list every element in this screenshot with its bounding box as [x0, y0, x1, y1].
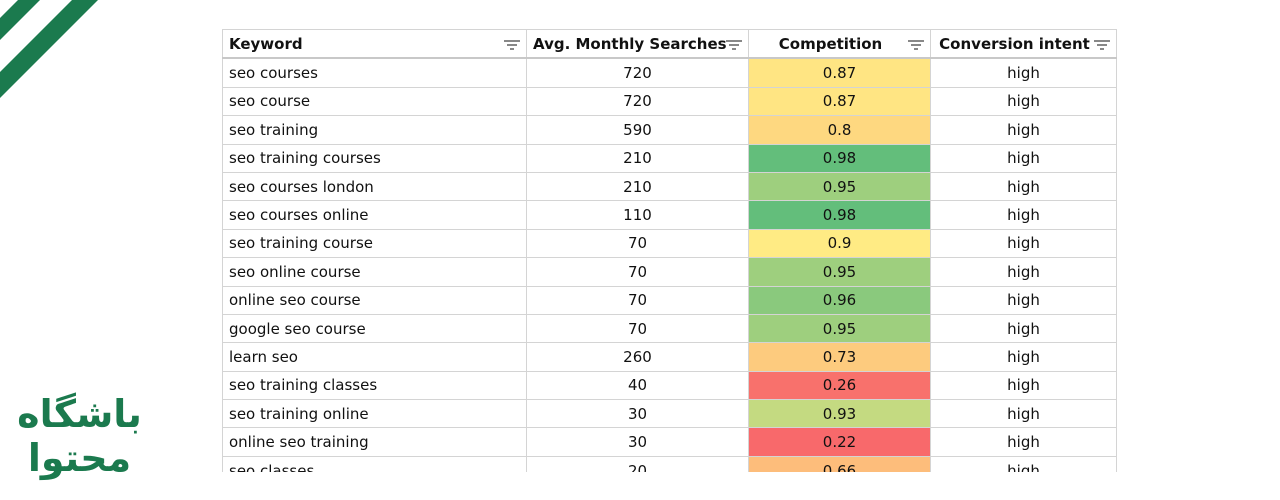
filter-icon[interactable]	[726, 39, 742, 51]
keyword-cell: google seo course	[222, 313, 527, 344]
header-text: Keyword	[229, 34, 303, 53]
keyword-cell: seo course	[222, 86, 527, 117]
searches-cell: 20	[526, 455, 749, 472]
table-row: google seo course 70 0.95 high	[222, 313, 1117, 344]
keyword-cell: seo courses online	[222, 200, 527, 230]
keyword-cell: online seo course	[222, 285, 527, 315]
searches-cell: 210	[526, 143, 749, 173]
competition-cell: 0.26	[748, 370, 931, 401]
keyword-cell: seo training courses	[222, 143, 527, 173]
header-text: Competition	[778, 34, 883, 53]
competition-cell: 0.9	[748, 228, 931, 259]
logo-line: محتوا	[27, 436, 132, 480]
competition-cell: 0.22	[748, 427, 931, 457]
searches-cell: 70	[526, 257, 749, 287]
competition-cell: 0.96	[748, 285, 931, 315]
searches-cell: 40	[526, 370, 749, 401]
competition-cell: 0.95	[748, 313, 931, 344]
filter-icon[interactable]	[908, 39, 924, 51]
table-row: seo classes 20 0.66 high	[222, 455, 1117, 472]
intent-cell: high	[930, 228, 1117, 259]
column-header: Keyword	[222, 29, 527, 60]
competition-cell: 0.73	[748, 342, 931, 372]
keyword-cell: learn seo	[222, 342, 527, 372]
table-row: learn seo 260 0.73 high	[222, 342, 1117, 372]
header-row: Keyword Avg. Monthly Searches Competition C…	[222, 29, 1117, 60]
intent-cell: high	[930, 171, 1117, 202]
intent-cell: high	[930, 399, 1117, 429]
table-row: seo courses london 210 0.95 high	[222, 171, 1117, 202]
keyword-table: Keyword Avg. Monthly Searches Competition C…	[222, 29, 1117, 472]
intent-cell: high	[930, 285, 1117, 315]
keyword-cell: seo online course	[222, 257, 527, 287]
keyword-cell: seo training classes	[222, 370, 527, 401]
corner-stripes	[0, 0, 98, 98]
searches-cell: 30	[526, 399, 749, 429]
competition-cell: 0.87	[748, 57, 931, 88]
keyword-cell: seo courses	[222, 57, 527, 88]
intent-cell: high	[930, 370, 1117, 401]
searches-cell: 590	[526, 115, 749, 145]
filter-icon[interactable]	[504, 39, 520, 51]
searches-cell: 70	[526, 228, 749, 259]
intent-cell: high	[930, 57, 1117, 88]
searches-cell: 30	[526, 427, 749, 457]
searches-cell: 70	[526, 313, 749, 344]
table-row: seo training classes 40 0.26 high	[222, 370, 1117, 401]
competition-cell: 0.95	[748, 171, 931, 202]
keyword-cell: seo training course	[222, 228, 527, 259]
competition-cell: 0.98	[748, 143, 931, 173]
searches-cell: 70	[526, 285, 749, 315]
intent-cell: high	[930, 200, 1117, 230]
table-row: seo training 590 0.8 high	[222, 115, 1117, 145]
intent-cell: high	[930, 143, 1117, 173]
keyword-cell: seo training online	[222, 399, 527, 429]
column-header: Competition	[748, 29, 931, 60]
intent-cell: high	[930, 86, 1117, 117]
competition-cell: 0.66	[748, 455, 931, 472]
table-row: seo course 720 0.87 high	[222, 86, 1117, 117]
table-row: seo training online 30 0.93 high	[222, 399, 1117, 429]
searches-cell: 210	[526, 171, 749, 202]
table-row: seo online course 70 0.95 high	[222, 257, 1117, 287]
searches-cell: 110	[526, 200, 749, 230]
header-text: Avg. Monthly Searches	[533, 34, 727, 53]
logo: باشگاه محتوا	[12, 392, 147, 480]
column-header: Avg. Monthly Searches	[526, 29, 749, 60]
keyword-cell: online seo training	[222, 427, 527, 457]
logo-line: باشگاه	[17, 392, 142, 436]
filter-icon[interactable]	[1094, 39, 1110, 51]
competition-cell: 0.8	[748, 115, 931, 145]
competition-cell: 0.87	[748, 86, 931, 117]
column-header: Conversion intent	[930, 29, 1117, 60]
table-row: online seo course 70 0.96 high	[222, 285, 1117, 315]
header-text: Conversion intent	[939, 34, 1090, 53]
intent-cell: high	[930, 313, 1117, 344]
intent-cell: high	[930, 342, 1117, 372]
competition-cell: 0.98	[748, 200, 931, 230]
searches-cell: 720	[526, 86, 749, 117]
keyword-cell: seo classes	[222, 455, 527, 472]
table-row: seo training courses 210 0.98 high	[222, 143, 1117, 173]
intent-cell: high	[930, 427, 1117, 457]
intent-cell: high	[930, 257, 1117, 287]
intent-cell: high	[930, 115, 1117, 145]
competition-cell: 0.93	[748, 399, 931, 429]
keyword-cell: seo courses london	[222, 171, 527, 202]
spreadsheet: Keyword Avg. Monthly Searches Competition C…	[222, 29, 1117, 472]
keyword-cell: seo training	[222, 115, 527, 145]
table-row: seo training course 70 0.9 high	[222, 228, 1117, 259]
table-row: seo courses online 110 0.98 high	[222, 200, 1117, 230]
searches-cell: 720	[526, 57, 749, 88]
competition-cell: 0.95	[748, 257, 931, 287]
intent-cell: high	[930, 455, 1117, 472]
table-row: seo courses 720 0.87 high	[222, 57, 1117, 88]
searches-cell: 260	[526, 342, 749, 372]
table-row: online seo training 30 0.22 high	[222, 427, 1117, 457]
